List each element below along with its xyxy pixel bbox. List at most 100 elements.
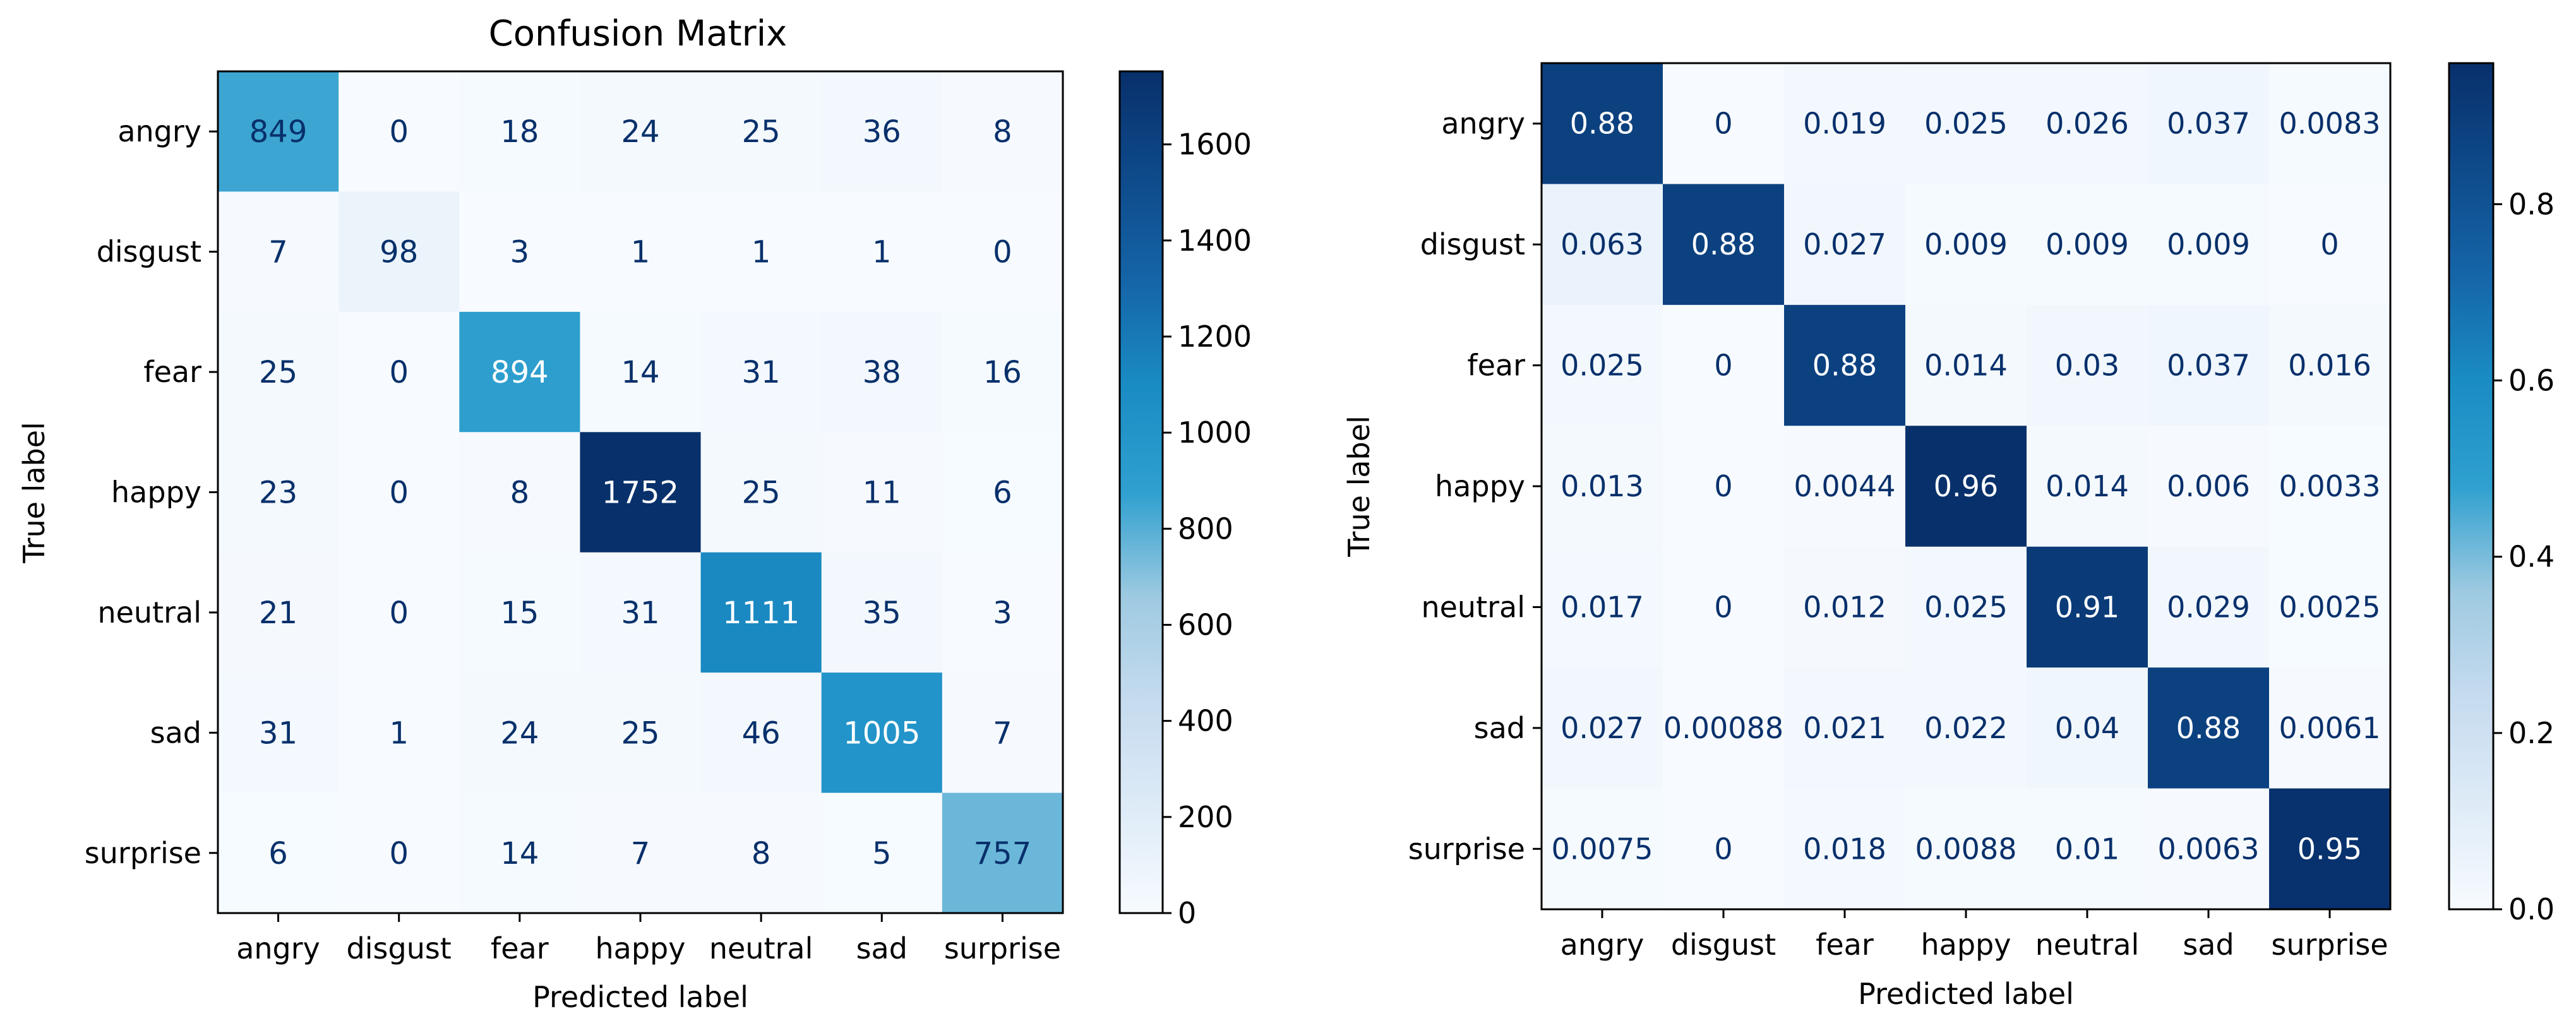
cell-value-label: 1: [389, 715, 409, 751]
cell-value-label: 36: [863, 114, 901, 150]
heatmap-cells: 0.88 0 0.019 0.025 0.026 0.037 0.0083 0.063 0.88…: [1542, 63, 2391, 910]
cell-value-label: 0.014: [2046, 469, 2129, 503]
heatmap-cell: [2148, 63, 2270, 185]
heatmap-cell: [338, 672, 460, 794]
x-tick-label: disgust: [1671, 928, 1776, 962]
cell-value-label: 21: [259, 595, 297, 631]
cell-value-label: 14: [621, 355, 659, 390]
heatmap-cell: [2148, 184, 2270, 306]
cell-value-label: 0.037: [2167, 107, 2250, 141]
cell-value-label: 24: [621, 114, 659, 150]
colorbar-ticks: 0 200 400 600 800 1000 1200 1400 1600: [1163, 128, 1252, 930]
cell-value-label: 31: [621, 595, 659, 631]
heatmap-cell: [700, 672, 822, 794]
heatmap-cell: [338, 71, 460, 193]
heatmap-cell: [942, 792, 1063, 914]
cell-value-label: 0.025: [1924, 107, 2008, 141]
heatmap-cell: [1542, 63, 1663, 185]
heatmap-cell: [1542, 304, 1663, 426]
heatmap-cell: [2027, 426, 2148, 547]
heatmap-cell: [1542, 667, 1663, 789]
heatmap-cell: [459, 191, 581, 313]
y-tick-label: angry: [117, 114, 201, 148]
cell-value-label: 0.009: [2046, 227, 2129, 261]
y-tick-label: fear: [1467, 349, 1525, 383]
cell-value-label: 25: [742, 114, 781, 150]
heatmap-cell: [218, 432, 339, 553]
heatmap-cell: [821, 792, 943, 914]
y-tick-label: surprise: [85, 836, 201, 870]
cell-value-label: 38: [863, 355, 901, 390]
heatmap-cell: [580, 71, 702, 193]
y-tick-label: angry: [1441, 107, 1525, 141]
x-axis-label: Predicted label: [532, 980, 748, 1014]
cell-value-label: 0.026: [2046, 107, 2129, 141]
heatmap-cell: [1784, 667, 1906, 789]
heatmap-cell: [1784, 426, 1906, 547]
heatmap-cell: [700, 71, 822, 193]
heatmap-cell: [1784, 304, 1906, 426]
cell-value-label: 0.88: [1691, 227, 1756, 261]
colorbar-tick-label: 0.0: [2508, 892, 2555, 926]
cell-value-label: 7: [993, 715, 1012, 751]
colorbar-tick-label: 0: [1178, 896, 1196, 930]
y-tick-label: sad: [1474, 711, 1525, 745]
cell-value-label: 35: [863, 595, 901, 631]
heatmap-cell: [821, 311, 943, 433]
heatmap-cell: [700, 432, 822, 553]
normalized-confusion-matrix: 0.88 0 0.019 0.025 0.026 0.037 0.0083 0.063 0.88…: [1342, 62, 2555, 1011]
x-tick-label: disgust: [347, 931, 452, 965]
heatmap-cell: [1905, 667, 2027, 789]
heatmap-cell: [580, 672, 702, 794]
cell-value-label: 98: [380, 235, 418, 270]
cell-value-label: 7: [631, 836, 650, 871]
heatmap-cell: [2269, 667, 2391, 789]
heatmap-cell: [1663, 788, 1785, 910]
chart-title: Confusion Matrix: [489, 13, 788, 54]
cell-value-label: 0.88: [1570, 107, 1634, 141]
y-tick-label: disgust: [97, 235, 201, 269]
cell-value-label: 0.0083: [2279, 107, 2381, 141]
heatmap-cell: [942, 432, 1063, 553]
cell-value-label: 0.013: [1561, 469, 1644, 503]
colorbar: [1118, 70, 1164, 914]
cell-value-label: 25: [259, 355, 297, 390]
cell-value-label: 0.95: [2297, 832, 2362, 866]
cell-value-label: 0.0025: [2279, 590, 2381, 624]
cell-value-label: 16: [983, 355, 1022, 390]
colorbar-tick-label: 1600: [1178, 128, 1252, 162]
cell-value-label: 0.022: [1924, 711, 2008, 745]
heatmap-cell: [338, 311, 460, 433]
y-tick-label: disgust: [1420, 227, 1525, 261]
cell-value-label: 0.00088: [1663, 711, 1783, 745]
axis-ticks: angry disgust fear happy neutral sad surprise a…: [85, 114, 1061, 965]
heatmap-cell: [942, 311, 1063, 433]
y-tick-label: fear: [143, 355, 201, 389]
heatmap-cell: [2027, 184, 2148, 306]
heatmap-cell: [2027, 63, 2148, 185]
counts-confusion-matrix: Confusion Matrix 849 0 18 24 25 36 87 98 3 1 1 1 025…: [17, 13, 1252, 1014]
cell-value-label: 0.0033: [2279, 469, 2381, 503]
heatmap-cell: [942, 191, 1063, 313]
heatmap-cell: [1784, 63, 1906, 185]
heatmap-cell: [580, 191, 702, 313]
cell-value-label: 0.021: [1803, 711, 1886, 745]
y-tick-label: neutral: [1421, 590, 1525, 624]
heatmap-cell: [2269, 546, 2391, 668]
cell-value-label: 6: [993, 475, 1012, 511]
x-tick-label: angry: [1561, 928, 1644, 962]
cell-value-label: 0.04: [2055, 711, 2119, 745]
cell-value-label: 0: [389, 475, 409, 511]
x-tick-label: sad: [856, 931, 908, 965]
cell-value-label: 0.009: [2167, 227, 2250, 261]
heatmap-cell: [1663, 184, 1785, 306]
y-tick-label: sad: [150, 715, 201, 750]
cell-value-label: 0.009: [1924, 227, 2008, 261]
cell-value-label: 15: [500, 595, 539, 631]
colorbar-tick-label: 200: [1178, 800, 1233, 834]
cell-value-label: 5: [872, 836, 892, 871]
colorbar-ticks: 0.0 0.2 0.4 0.6 0.8: [2493, 187, 2555, 926]
heatmap-cell: [700, 552, 822, 673]
x-tick-label: surprise: [2271, 928, 2388, 962]
colorbar: [2448, 62, 2495, 911]
